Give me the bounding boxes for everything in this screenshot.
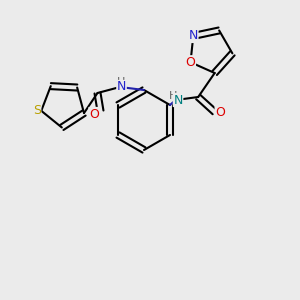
Text: O: O bbox=[186, 56, 196, 69]
Text: S: S bbox=[33, 104, 41, 117]
Text: O: O bbox=[89, 107, 99, 121]
Text: O: O bbox=[215, 106, 225, 118]
Text: N: N bbox=[173, 94, 183, 106]
Text: H: H bbox=[117, 76, 126, 87]
Text: N: N bbox=[189, 29, 198, 42]
Text: N: N bbox=[117, 80, 126, 94]
Text: H: H bbox=[169, 91, 177, 100]
